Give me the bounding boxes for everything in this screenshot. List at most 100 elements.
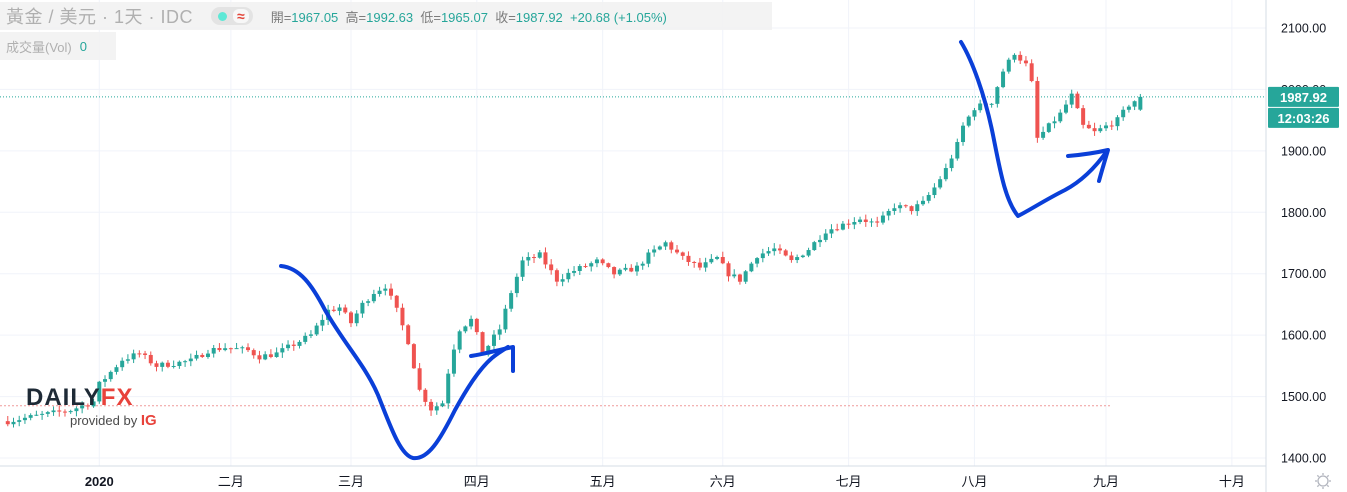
- countdown-badge: [1268, 107, 1339, 128]
- candle-body: [223, 348, 228, 351]
- candle-body: [823, 233, 828, 240]
- open-label: 開=: [270, 9, 292, 25]
- candle-body: [617, 269, 622, 275]
- candle-body: [1075, 93, 1080, 109]
- dailyfx-logo: DAILYFX: [26, 384, 133, 412]
- candle-body: [806, 250, 811, 256]
- volume-label[interactable]: 成交量(Vol): [6, 39, 72, 55]
- candle-body: [160, 362, 165, 367]
- candle-body: [732, 274, 737, 277]
- v-annotation-curve-1: [279, 264, 510, 461]
- status-dot-icon: [218, 11, 228, 21]
- chart-style-toggle[interactable]: ≈: [211, 7, 253, 25]
- candle-body: [532, 257, 537, 259]
- candle-body: [371, 293, 376, 302]
- candle-body: [920, 200, 925, 205]
- candle-body: [85, 405, 90, 407]
- candle-body: [560, 279, 565, 282]
- grid-lines: [0, 0, 1267, 492]
- open-value: 1967.05: [291, 9, 339, 25]
- candle-body: [737, 274, 742, 282]
- candle-body: [97, 381, 102, 402]
- low-value: 1965.07: [440, 9, 488, 25]
- candle-body: [760, 253, 765, 259]
- x-tick-label: 二月: [218, 474, 244, 489]
- candle-body: [251, 350, 256, 356]
- candlestick-series: [5, 51, 1143, 428]
- symbol-title[interactable]: 黃金 / 美元 · 1天 · IDC: [6, 7, 194, 27]
- candle-body: [28, 415, 33, 418]
- y-tick-label: 1800.00: [1281, 206, 1326, 220]
- candle-body: [583, 266, 588, 268]
- candle-body: [572, 270, 577, 273]
- candle-body: [966, 116, 971, 126]
- candle-body: [1086, 124, 1091, 129]
- y-tick-label: 1500.00: [1281, 390, 1326, 404]
- y-tick-label: 2100.00: [1281, 22, 1326, 36]
- candle-body: [652, 249, 657, 253]
- candle-body: [663, 242, 668, 247]
- candle-body: [858, 219, 863, 223]
- candle-body: [600, 259, 605, 264]
- candle-body: [246, 347, 251, 351]
- wave-icon[interactable]: ≈: [233, 9, 249, 23]
- candle-body: [961, 125, 966, 143]
- countdown-text: 12:03:26: [1277, 111, 1329, 126]
- candle-body: [143, 353, 148, 355]
- candle-body: [74, 408, 79, 412]
- candle-body: [91, 401, 96, 407]
- last-price-badge: [1268, 86, 1339, 107]
- candle-body: [892, 208, 897, 211]
- x-tick-label: 五月: [590, 474, 616, 489]
- candle-body: [669, 242, 674, 250]
- candle-body: [514, 276, 519, 294]
- candle-body: [789, 255, 794, 261]
- candle-body: [280, 348, 285, 353]
- candle-body: [406, 325, 411, 345]
- candle-body: [429, 401, 434, 411]
- candle-body: [434, 406, 439, 411]
- candle-body: [703, 262, 708, 268]
- low-label: 低=: [420, 9, 441, 25]
- candle-body: [423, 389, 428, 402]
- candle-body: [366, 301, 371, 303]
- candle-body: [1035, 81, 1040, 138]
- candle-body: [846, 223, 851, 225]
- last-price-text: 1987.92: [1280, 90, 1327, 105]
- candle-body: [949, 158, 954, 169]
- x-tick-label: 七月: [836, 474, 862, 489]
- candle-body: [394, 295, 399, 308]
- candle-body: [875, 221, 880, 223]
- candle-body: [863, 219, 868, 222]
- candle-body: [354, 313, 359, 324]
- candle-body: [45, 412, 50, 414]
- candle-body: [51, 410, 56, 413]
- candle-body: [34, 414, 39, 416]
- candle-body: [40, 413, 45, 415]
- y-tick-label: 1400.00: [1281, 452, 1326, 466]
- candle-body: [68, 411, 73, 413]
- candle-body: [1052, 121, 1057, 124]
- candle-body: [120, 360, 125, 368]
- candle-body: [22, 417, 27, 421]
- x-tick-label: 四月: [464, 474, 490, 489]
- candle-body: [909, 206, 914, 212]
- x-tick-label: 六月: [710, 474, 736, 489]
- candle-body: [835, 229, 840, 231]
- candle-body: [777, 248, 782, 251]
- candle-body: [1081, 108, 1086, 125]
- candle-body: [211, 347, 216, 354]
- candle-body: [491, 334, 496, 346]
- candle-body: [955, 142, 960, 159]
- candle-body: [898, 205, 903, 209]
- candle-body: [1046, 123, 1051, 132]
- candle-body: [469, 318, 474, 327]
- change-value: +20.68 (+1.05%): [570, 9, 667, 25]
- candle-body: [451, 349, 456, 374]
- candle-body: [686, 255, 691, 263]
- settings-gear-icon[interactable]: [1315, 473, 1331, 489]
- candle-body: [629, 267, 634, 272]
- candle-body: [200, 354, 205, 357]
- candle-body: [594, 259, 599, 264]
